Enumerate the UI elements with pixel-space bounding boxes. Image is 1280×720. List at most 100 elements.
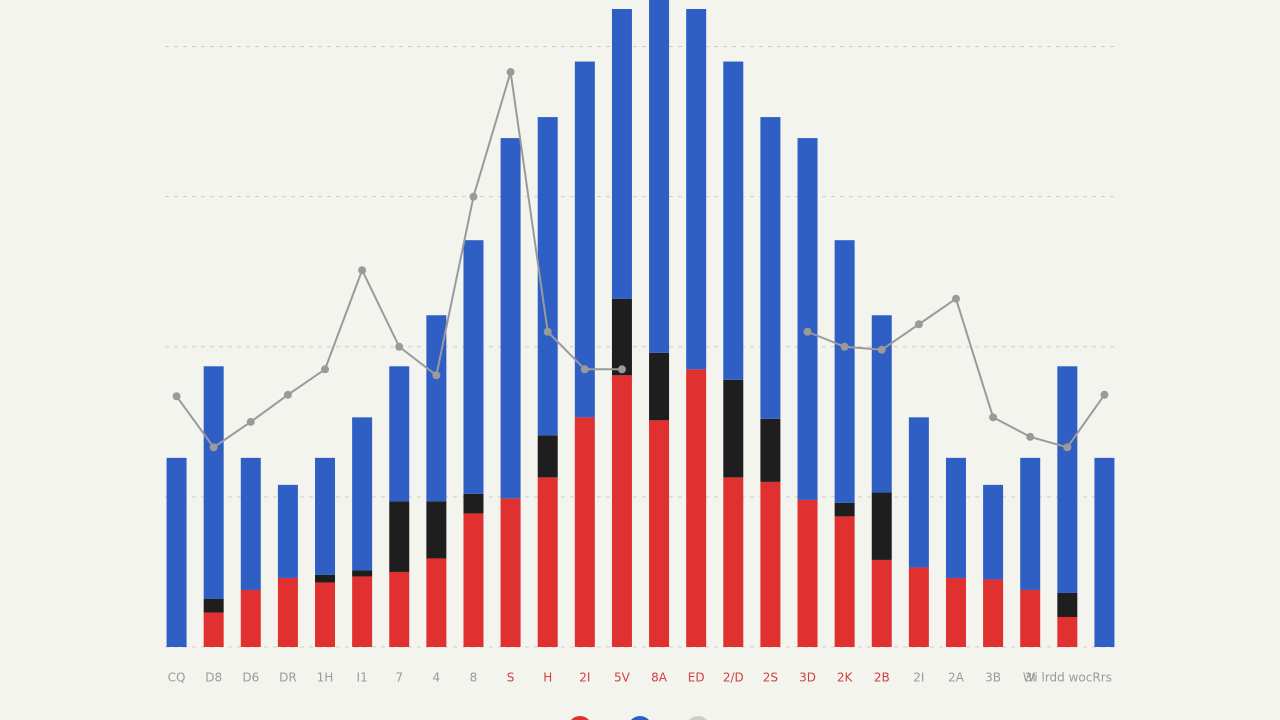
- bar-segment: [277, 484, 298, 578]
- line-point: [951, 294, 960, 303]
- bar-segment: [463, 493, 484, 514]
- x-tick-label: 3D: [799, 671, 816, 685]
- x-tick-label: CQ: [168, 671, 186, 685]
- bar-segment: [649, 420, 670, 647]
- bar-segment: [983, 579, 1004, 647]
- bar-segment: [760, 481, 781, 647]
- bar-segment: [908, 567, 929, 647]
- x-tick-label: 8A: [651, 671, 668, 685]
- bar-segment: [315, 574, 336, 583]
- bar-segment: [649, 352, 670, 421]
- line-point: [358, 266, 367, 275]
- x-tick-label: 5V: [614, 671, 631, 685]
- bar-segment: [277, 577, 298, 647]
- bar-segment: [426, 315, 447, 502]
- bar-segment: [463, 240, 484, 494]
- bar-segment: [1020, 457, 1041, 590]
- bar-segment: [1094, 457, 1115, 647]
- x-tick-label: 3I: [1025, 671, 1036, 685]
- line-point: [395, 342, 404, 351]
- bar-segment: [352, 576, 373, 647]
- x-tick-label: D6: [242, 671, 259, 685]
- bar-segment: [240, 589, 261, 647]
- bar-segment: [723, 477, 744, 647]
- bar-segment: [945, 577, 966, 647]
- bar-segment: [611, 375, 632, 647]
- line-point: [877, 345, 886, 354]
- bar-segment: [983, 484, 1004, 580]
- legend-dot: [689, 716, 707, 720]
- line-point: [914, 320, 923, 329]
- line-point: [1063, 443, 1072, 452]
- bar-segment: [649, 0, 670, 353]
- x-tick-label: 7: [395, 671, 403, 685]
- bar-segment: [1057, 592, 1078, 617]
- line-point: [803, 327, 812, 336]
- bar-segment: [500, 138, 521, 499]
- bar-segment: [426, 501, 447, 559]
- bar-segment: [352, 570, 373, 577]
- line-point: [1100, 390, 1109, 399]
- bar-segment: [463, 513, 484, 647]
- bar-segment: [203, 366, 224, 599]
- bar-segment: [686, 9, 707, 370]
- bar-segment: [352, 417, 373, 571]
- line-point: [840, 342, 849, 351]
- x-tick-label: DR: [279, 671, 297, 685]
- bar-segment: [834, 516, 855, 647]
- bar-segment: [1057, 616, 1078, 647]
- bar-segment: [315, 457, 336, 575]
- bar-segment: [537, 117, 558, 436]
- bar-segment: [611, 9, 632, 299]
- bar-segment: [574, 61, 595, 418]
- line-point: [246, 417, 255, 426]
- line-point: [321, 365, 330, 374]
- bar-segment: [537, 477, 558, 647]
- x-tick-label: 2K: [837, 671, 854, 685]
- x-tick-label: S: [507, 671, 515, 685]
- legend-dot: [631, 716, 649, 720]
- bar-segment: [426, 558, 447, 647]
- bar-segment: [871, 559, 892, 647]
- bar-segment: [760, 418, 781, 482]
- bar-segment: [611, 298, 632, 376]
- bar-segment: [797, 499, 818, 647]
- bar-segment: [203, 598, 224, 613]
- bar-segment: [315, 582, 336, 647]
- x-tick-label: 2B: [874, 671, 890, 685]
- bar-segment: [389, 501, 410, 572]
- line-point: [1026, 432, 1035, 441]
- bar-segment: [1020, 589, 1041, 647]
- x-tick-label: 2A: [948, 671, 965, 685]
- bar-segment: [723, 61, 744, 380]
- bar-segment: [166, 457, 187, 647]
- line-point: [506, 68, 515, 77]
- bar-segment: [537, 435, 558, 478]
- bar-segment: [203, 612, 224, 647]
- bar-segment: [240, 457, 261, 590]
- x-tick-label: I1: [357, 671, 368, 685]
- x-tick-label: 2/D: [723, 671, 744, 685]
- bar-segment: [797, 138, 818, 500]
- x-tick-label: 2I: [579, 671, 590, 685]
- line-point: [580, 365, 589, 374]
- x-tick-label: 2I: [913, 671, 924, 685]
- bar-segment: [574, 417, 595, 647]
- bar-segment: [908, 417, 929, 568]
- bar-segment: [389, 571, 410, 647]
- x-tick-label: H: [543, 671, 552, 685]
- line-point: [617, 365, 626, 374]
- bar-segment: [945, 457, 966, 578]
- line-point: [432, 371, 441, 380]
- x-tick-label: 4: [433, 671, 441, 685]
- bar-segment: [871, 492, 892, 560]
- x-tick-label: Wi lrdd wocRrs: [1023, 671, 1112, 685]
- bar-segment: [760, 117, 781, 419]
- bar-segment: [871, 315, 892, 493]
- line-point: [469, 192, 478, 201]
- bar-segment: [723, 379, 744, 478]
- x-tick-label: ED: [688, 671, 705, 685]
- bar-segment: [500, 498, 521, 647]
- line-point: [989, 413, 998, 422]
